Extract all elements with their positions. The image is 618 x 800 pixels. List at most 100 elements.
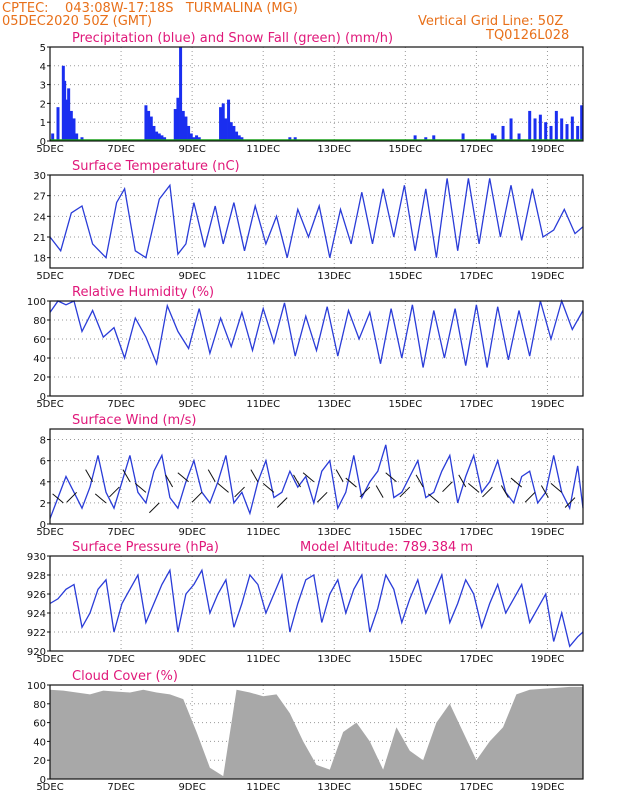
- wind-vector: [316, 491, 328, 503]
- precip-bar: [72, 118, 76, 141]
- panel-title: Relative Humidity (%): [72, 285, 214, 300]
- x-tick-label: 11DEC: [246, 654, 280, 665]
- y-tick-label: 100: [27, 681, 46, 692]
- y-tick-label: 0: [40, 520, 46, 531]
- x-tick-label: 5DEC: [36, 654, 63, 665]
- precip-bar: [549, 125, 553, 141]
- precip-bar: [288, 137, 292, 141]
- station-header: CPTEC: 043:08W-17:18S TURMALINA (MG): [2, 1, 298, 16]
- y-tick-label: 20: [33, 756, 46, 767]
- panel-title: Surface Wind (m/s): [72, 413, 196, 428]
- wind-vector: [458, 474, 467, 488]
- x-tick-label: 15DEC: [388, 144, 422, 155]
- x-tick-label: 19DEC: [531, 271, 565, 282]
- x-tick-label: 15DEC: [388, 527, 422, 538]
- x-tick-label: 17DEC: [460, 782, 494, 793]
- precip-bar: [237, 135, 241, 141]
- x-tick-label: 11DEC: [246, 271, 280, 282]
- precip-bar: [144, 105, 148, 141]
- precip-bar: [155, 131, 159, 141]
- wind-vector: [399, 486, 411, 498]
- precip-bar: [187, 125, 191, 141]
- wind-vector: [540, 485, 549, 498]
- x-tick-label: 17DEC: [460, 271, 494, 282]
- precip-bar: [570, 116, 574, 141]
- panel-title: Precipitation (blue) and Snow Fall (gree…: [72, 31, 393, 46]
- grid-note: Vertical Grid Line: 50Z: [418, 14, 564, 29]
- precip-bar: [538, 114, 542, 141]
- x-tick-label: 15DEC: [388, 782, 422, 793]
- x-tick-label: 17DEC: [460, 144, 494, 155]
- y-tick-label: 80: [33, 700, 46, 711]
- y-tick-label: 100: [27, 297, 46, 308]
- y-tick-label: 0: [40, 392, 46, 403]
- wind-vector: [302, 472, 315, 483]
- wind-vector: [510, 477, 523, 488]
- y-tick-label: 27: [33, 192, 46, 203]
- run-datetime: 05DEC2020 50Z (GMT): [2, 14, 153, 29]
- precip-bar: [147, 110, 151, 141]
- x-tick-label: 15DEC: [388, 399, 422, 410]
- y-tick-label: 1: [40, 118, 46, 129]
- y-tick-label: 4: [40, 478, 46, 489]
- x-tick-label: 11DEC: [246, 399, 280, 410]
- precip-bar: [501, 125, 505, 141]
- precip-bar: [181, 110, 185, 141]
- precip-bar: [189, 133, 193, 141]
- precip-bar: [576, 125, 580, 141]
- x-tick-label: 5DEC: [36, 399, 63, 410]
- y-tick-label: 24: [33, 212, 46, 223]
- wind-vector: [359, 486, 371, 498]
- x-tick-label: 15DEC: [388, 654, 422, 665]
- precip-bar: [227, 99, 231, 141]
- panel-frame: [49, 174, 584, 269]
- precip-bar: [544, 122, 548, 141]
- wind-vector: [415, 474, 424, 488]
- x-tick-label: 9DEC: [178, 399, 205, 410]
- precip-bar: [163, 137, 167, 141]
- x-tick-label: 5DEC: [36, 527, 63, 538]
- y-tick-label: 4: [40, 62, 46, 73]
- y-tick-label: 924: [27, 609, 46, 620]
- x-tick-label: 17DEC: [460, 399, 494, 410]
- x-tick-label: 9DEC: [178, 271, 205, 282]
- x-tick-label: 15DEC: [388, 271, 422, 282]
- series-line: [49, 178, 584, 260]
- precip-bar: [461, 133, 465, 141]
- precip-bar: [554, 110, 558, 141]
- precip-bar: [432, 135, 436, 141]
- precip-bar: [509, 118, 513, 141]
- x-tick-label: 13DEC: [317, 654, 351, 665]
- y-tick-label: 6: [40, 457, 46, 468]
- precip-bar: [293, 137, 297, 141]
- x-tick-label: 7DEC: [107, 399, 134, 410]
- x-tick-label: 5DEC: [36, 782, 63, 793]
- x-tick-label: 5DEC: [36, 271, 63, 282]
- wind-vector: [335, 469, 344, 483]
- x-tick-label: 13DEC: [317, 271, 351, 282]
- y-tick-label: 2: [40, 99, 46, 110]
- wind-vector: [564, 497, 576, 508]
- wind-vector: [165, 474, 174, 488]
- y-tick-label: 5: [40, 43, 46, 54]
- y-tick-label: 60: [33, 719, 46, 730]
- precip-bar: [179, 47, 183, 141]
- y-tick-label: 920: [27, 647, 46, 658]
- precip-bar: [195, 135, 199, 141]
- wind-vector: [191, 491, 203, 503]
- wind-vector: [85, 469, 94, 483]
- x-tick-label: 19DEC: [531, 654, 565, 665]
- precip-bar: [184, 116, 188, 141]
- wind-vector: [500, 485, 509, 498]
- precip-bar: [157, 133, 161, 141]
- precip-bar: [413, 135, 417, 141]
- x-tick-label: 13DEC: [317, 527, 351, 538]
- x-tick-label: 9DEC: [178, 527, 205, 538]
- wind-vector: [52, 493, 64, 504]
- wind-vector: [234, 486, 245, 498]
- precip-bar: [63, 80, 67, 141]
- y-tick-label: 0: [40, 775, 46, 786]
- wind-vector: [276, 497, 288, 508]
- wind-vector: [550, 482, 563, 493]
- x-tick-label: 13DEC: [317, 144, 351, 155]
